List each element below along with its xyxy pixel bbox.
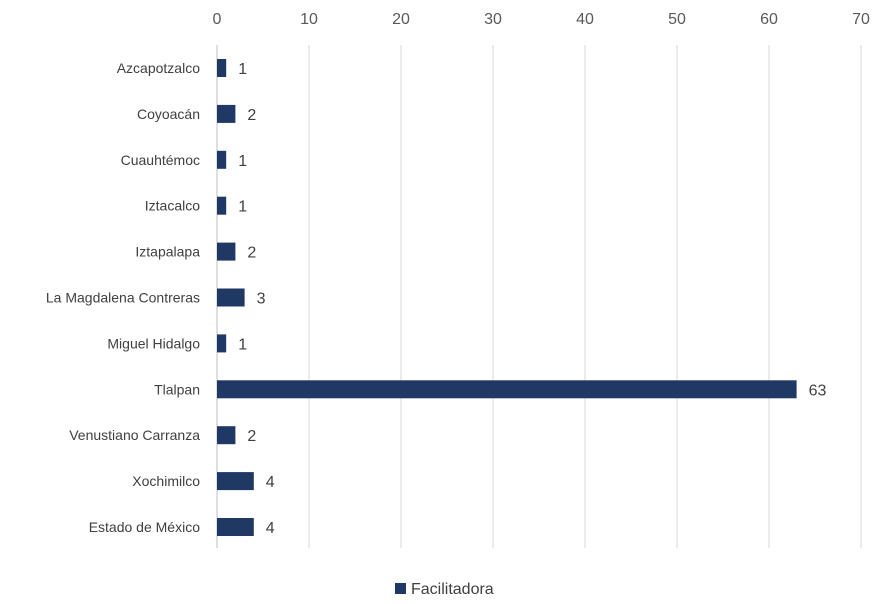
bars	[217, 59, 797, 536]
x-tick-label: 40	[576, 11, 594, 28]
category-label: Cuauhtémoc	[121, 152, 200, 168]
data-labels: 1 2 1 1 2 3 1 63 2 4 4	[238, 61, 826, 537]
bar	[217, 104, 236, 123]
gridlines	[216, 45, 862, 548]
legend: Facilitadora	[395, 581, 494, 598]
bar	[217, 242, 236, 261]
data-label: 1	[238, 153, 247, 170]
category-label: Tlalpan	[154, 381, 200, 397]
data-label: 4	[266, 474, 275, 491]
bar	[217, 334, 227, 353]
bar	[217, 426, 236, 445]
legend-label: Facilitadora	[411, 581, 494, 598]
category-label: Iztapalapa	[135, 244, 200, 260]
category-label: Iztacalco	[145, 198, 200, 214]
data-label: 2	[247, 428, 256, 445]
bar	[217, 288, 245, 307]
category-label: La Magdalena Contreras	[46, 290, 200, 306]
x-tick-label: 60	[760, 11, 778, 28]
x-tick-label: 0	[213, 11, 222, 28]
category-label: Xochimilco	[132, 473, 200, 489]
category-label: Estado de México	[89, 519, 200, 535]
data-label: 2	[247, 107, 256, 124]
bar	[217, 472, 254, 491]
bar	[217, 380, 797, 399]
data-label: 1	[238, 199, 247, 216]
data-label: 63	[809, 382, 827, 399]
category-label: Azcapotzalco	[117, 60, 200, 76]
x-tick-label: 50	[668, 11, 686, 28]
x-tick-label: 10	[300, 11, 318, 28]
category-label: Coyoacán	[137, 106, 200, 122]
x-tick-label: 20	[392, 11, 410, 28]
bar	[217, 59, 227, 77]
category-label: Venustiano Carranza	[69, 427, 200, 443]
data-label: 2	[247, 245, 256, 262]
x-tick-label: 70	[852, 11, 870, 28]
bar	[217, 150, 227, 169]
bar	[217, 518, 254, 536]
data-label: 4	[266, 520, 275, 537]
bar	[217, 196, 227, 215]
category-label: Miguel Hidalgo	[107, 335, 200, 351]
data-label: 3	[257, 291, 266, 308]
data-label: 1	[238, 336, 247, 353]
x-axis-tick-labels: 0 10 20 30 40 50 60 70	[213, 11, 870, 28]
data-label: 1	[238, 61, 247, 78]
legend-swatch	[395, 583, 406, 594]
x-tick-label: 30	[484, 11, 502, 28]
category-labels: Azcapotzalco Coyoacán Cuauhtémoc Iztacalco I…	[46, 60, 200, 535]
